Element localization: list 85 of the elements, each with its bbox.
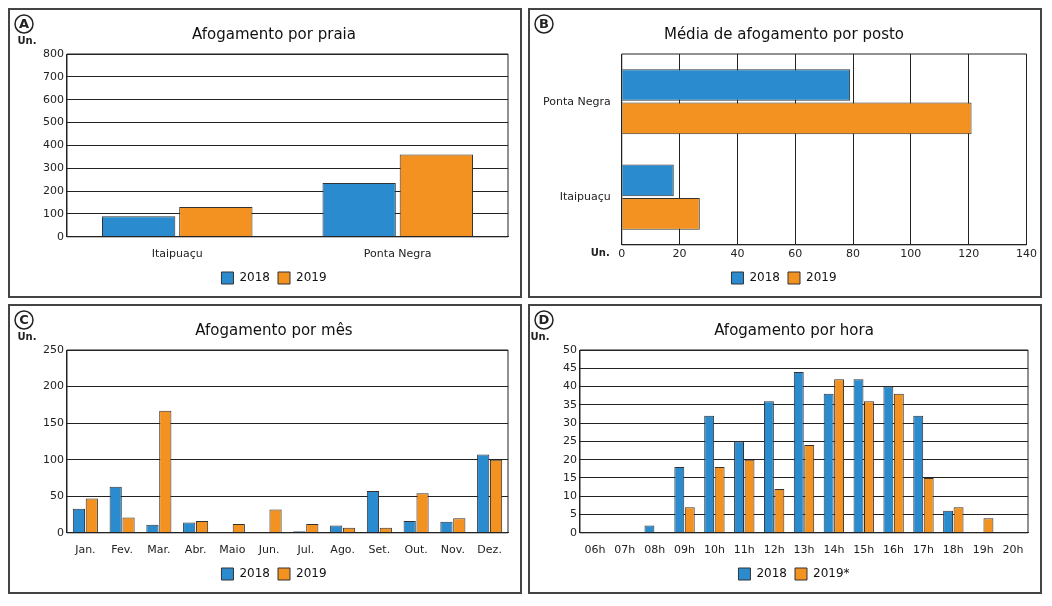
y-tick-label: 35 [563, 397, 577, 411]
x-tick-label: Jul. [296, 543, 315, 557]
y-tick-label: 10 [563, 489, 577, 503]
y-tick-label: 800 [43, 46, 64, 60]
y-tick-label: 200 [43, 379, 64, 393]
x-tick-label: 14h [823, 543, 845, 557]
x-tick-label: 13h [793, 543, 815, 557]
y-tick-label: 40 [563, 379, 577, 393]
x-tick-label: 08h [644, 543, 666, 557]
chart-title: Afogamento por hora [714, 320, 874, 339]
x-tick-label: Out. [404, 543, 428, 557]
x-tick-label: Set. [368, 543, 391, 557]
legend-label: 2018 [749, 270, 781, 285]
x-tick-label: Ago. [330, 543, 355, 557]
y-axis-title: Un. [17, 330, 37, 342]
x-tick-label: Dez. [477, 543, 502, 557]
x-tick-label: Ponta Negra [363, 247, 432, 261]
y-tick-label: 0 [57, 229, 64, 243]
x-tick-label: 100 [900, 247, 922, 261]
y-tick-label: Itaipuaçu [559, 189, 611, 203]
x-tick-label: 09h [674, 543, 696, 557]
legend-label: 2018 [239, 566, 271, 581]
y-tick-label: Ponta Negra [542, 94, 611, 108]
y-tick-label: 100 [43, 452, 64, 466]
y-tick-label: 5 [570, 507, 577, 521]
legend-label: 2019 [296, 270, 327, 285]
y-tick-label: 45 [563, 361, 577, 375]
legend-label: 2018 [756, 566, 788, 581]
y-tick-label: 50 [50, 489, 64, 503]
y-tick-label: 600 [43, 92, 64, 106]
x-tick-label: 15h [853, 543, 875, 557]
y-tick-label: 30 [563, 415, 577, 429]
text: D [538, 312, 550, 328]
chart-title: Média de afogamento por posto [663, 24, 905, 43]
y-tick-label: 700 [43, 69, 64, 83]
x-tick-label: 80 [846, 247, 861, 261]
x-tick-label: Maio [219, 543, 246, 557]
y-axis-title: Un. [17, 34, 37, 46]
text: B [539, 16, 549, 32]
y-tick-label: 400 [43, 138, 64, 152]
y-tick-label: 200 [43, 183, 64, 197]
legend-label: 2018 [239, 270, 271, 285]
y-tick-label: 150 [43, 415, 64, 429]
x-tick-label: 07h [614, 543, 636, 557]
x-tick-label: 11h [733, 543, 755, 557]
x-tick-label: 40 [730, 247, 745, 261]
x-tick-label: 17h [912, 543, 934, 557]
text: A [18, 16, 30, 32]
x-tick-label: Jan. [74, 543, 96, 557]
x-tick-label: 120 [958, 247, 980, 261]
x-tick-label: Abr. [184, 543, 207, 557]
x-tick-label: Fev. [111, 543, 133, 557]
chart-title: Afogamento por praia [192, 24, 356, 43]
text: C [19, 312, 29, 328]
x-tick-label: 20h [1002, 543, 1024, 557]
y-tick-label: 300 [43, 161, 64, 175]
x-tick-label: 60 [788, 247, 803, 261]
legend-label: 2019 [296, 566, 327, 581]
y-tick-label: 15 [563, 470, 577, 484]
x-tick-label: Mar. [147, 543, 171, 557]
x-tick-label: 20 [672, 247, 687, 261]
y-tick-label: 20 [563, 452, 577, 466]
x-tick-label: Jun. [257, 543, 280, 557]
legend-label: 2019 [806, 270, 837, 285]
chart-title: Afogamento por mês [195, 320, 353, 339]
x-tick-label: 0 [618, 247, 626, 261]
x-tick-label: 18h [942, 543, 964, 557]
y-tick-label: 500 [43, 115, 64, 129]
x-tick-label: 12h [763, 543, 785, 557]
x-axis-title: Un. [590, 247, 610, 259]
x-tick-label: Nov. [440, 543, 465, 557]
x-tick-label: 06h [584, 543, 606, 557]
x-tick-label: 140 [1016, 247, 1037, 261]
y-axis-title: Un. [530, 330, 550, 342]
x-tick-label: 19h [972, 543, 994, 557]
y-tick-label: 100 [43, 206, 64, 220]
y-tick-label: 250 [43, 342, 64, 356]
y-tick-label: 0 [570, 525, 577, 539]
y-tick-label: 0 [57, 525, 64, 539]
x-tick-label: Itaipuaçu [151, 247, 203, 261]
y-tick-label: 25 [563, 434, 577, 448]
x-tick-label: 10h [703, 543, 725, 557]
legend-label: 2019* [813, 566, 850, 581]
y-tick-label: 50 [563, 342, 577, 356]
x-tick-label: 16h [883, 543, 905, 557]
